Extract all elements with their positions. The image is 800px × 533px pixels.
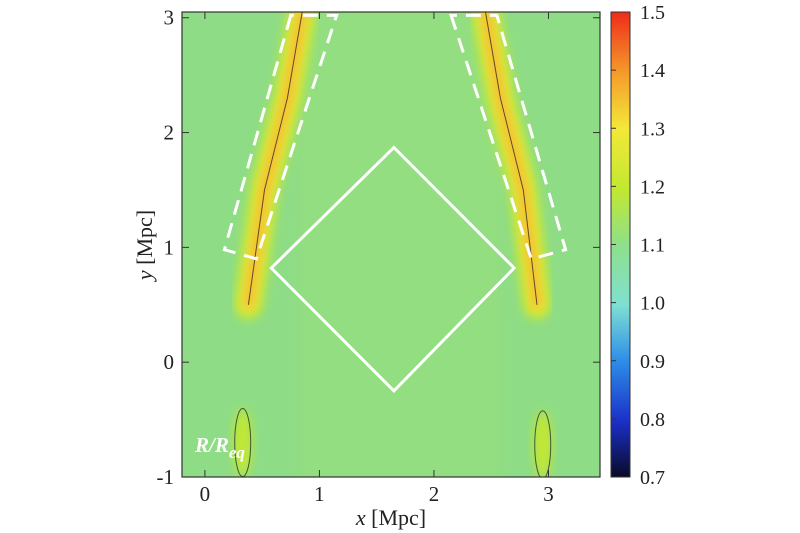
x-tick-label-1: 1 (314, 482, 325, 506)
x-axis-label-var: x (355, 505, 366, 530)
annotation-label: R/Req (194, 433, 245, 462)
ridge-1-contour (485, 12, 538, 305)
x-axis-label-unit: [Mpc] (366, 505, 426, 530)
x-axis-ticks: 0 1 2 3 (200, 12, 554, 506)
colorbar-tick-label-3: 1.0 (640, 293, 665, 315)
colorbar-tick-label-7: 1.4 (640, 60, 665, 82)
colorbar-tick-label-2: 0.9 (640, 351, 665, 373)
y-axis-label-var: y (132, 270, 157, 282)
colorbar-tick-label-5: 1.2 (640, 176, 665, 198)
colorbar-tick-label-8: 1.5 (640, 2, 665, 24)
x-tick-label-0: 0 (200, 482, 211, 506)
bottom-blob-0 (233, 408, 252, 477)
colorbar-tick-label-6: 1.3 (640, 118, 665, 140)
diamond-region (269, 145, 517, 394)
blob-layer (233, 408, 552, 477)
y-tick-label-2: 1 (164, 235, 175, 259)
y-axis-label: y [Mpc] (132, 210, 157, 282)
y-axis-label-unit: [Mpc] (132, 210, 157, 270)
colorbar-tick-label-1: 0.8 (640, 409, 665, 431)
colorbar: 0.7 0.8 0.9 1.0 1.1 1.2 1.3 1.4 1.5 (610, 2, 665, 489)
heatmap-center-band (300, 12, 500, 477)
bottom-blob-1-contour (534, 410, 552, 477)
colorbar-tick-label-0: 0.7 (640, 467, 665, 489)
plot-area (181, 11, 601, 478)
plot-frame (181, 11, 601, 478)
bottom-blob-1 (533, 410, 552, 477)
ridge-layer (232, 12, 553, 321)
colorbar-ticks: 0.7 0.8 0.9 1.0 1.1 1.2 1.3 1.4 1.5 (611, 2, 665, 489)
ridge-0-contour (247, 12, 303, 305)
x-axis-label: x [Mpc] (355, 505, 426, 530)
y-tick-label-3: 2 (164, 121, 175, 145)
dashed-region-right (449, 13, 568, 261)
x-tick-label-3: 3 (543, 482, 554, 506)
colorbar-tick-label-4: 1.1 (640, 235, 665, 257)
annotation-main: R/R (194, 433, 229, 457)
y-tick-label-4: 3 (164, 6, 175, 30)
y-tick-label-1: 0 (164, 350, 175, 374)
dashed-region-left (222, 13, 339, 261)
y-axis-ticks: -1 0 1 2 3 (157, 6, 600, 489)
annotation-sub: eq (229, 443, 246, 462)
y-tick-label-0: -1 (157, 465, 175, 489)
x-tick-label-2: 2 (429, 482, 440, 506)
